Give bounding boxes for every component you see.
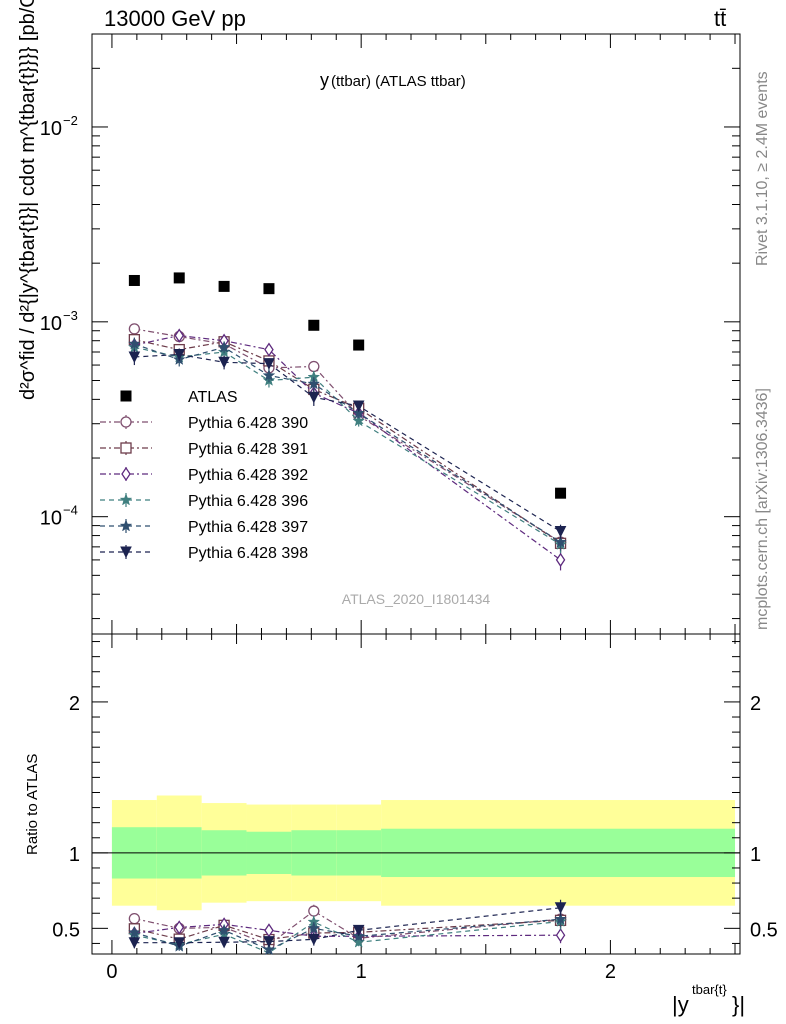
x-tick-label: 1 <box>356 961 367 983</box>
ratio-point <box>308 905 320 917</box>
atlas-data-point <box>218 280 230 292</box>
ratio-point <box>555 928 566 943</box>
series-point <box>352 406 366 419</box>
y-tick-label-main: 10 <box>40 118 62 140</box>
series-point <box>352 414 366 427</box>
main-series <box>128 272 567 571</box>
ratio-point <box>128 925 141 939</box>
y-axis-label-main: d²σ^fid / d²{|y^{tbar{t}}| cdot m^{tbar{… <box>17 0 39 400</box>
legend-label: Pythia 6.428 398 <box>188 545 308 562</box>
legend-marker <box>120 442 132 454</box>
legend-label: Pythia 6.428 392 <box>188 467 308 484</box>
series-point <box>263 358 275 370</box>
legend-marker <box>119 519 133 532</box>
ratio-point <box>352 935 366 948</box>
legend-label: Pythia 6.428 396 <box>188 493 308 510</box>
series-point <box>128 323 141 335</box>
ratio-tick-label-right: 2 <box>750 693 761 715</box>
x-tick-label: 0 <box>106 961 117 983</box>
process-label: tt̄ <box>714 6 727 31</box>
ratio-series-line <box>134 907 561 944</box>
main-panel-frame <box>91 33 741 635</box>
series-point <box>173 348 186 361</box>
series-point <box>554 525 567 538</box>
ratio-tick-label-left: 0.5 <box>52 919 80 941</box>
legend-label-atlas: ATLAS <box>188 389 238 406</box>
legend-label: Pythia 6.428 390 <box>188 415 308 432</box>
legend-marker <box>120 416 132 428</box>
series-point <box>554 535 567 548</box>
ratio-point <box>554 902 567 914</box>
ratio-point <box>174 920 185 935</box>
ratio-point <box>128 912 141 925</box>
series-point <box>264 342 274 357</box>
ratio-point <box>352 924 365 937</box>
series-point <box>218 356 230 369</box>
atlas-data-point <box>173 272 185 284</box>
series-line <box>134 328 561 543</box>
series-point <box>555 552 566 568</box>
series-point <box>174 328 185 343</box>
ratio-point <box>262 943 276 956</box>
y-axis-label-ratio-text: Ratio to ATLAS <box>24 754 41 855</box>
ratio-point <box>554 912 567 925</box>
atlas-data-point <box>128 274 140 286</box>
ratio-tick-label-left: 2 <box>69 693 80 715</box>
legend: ATLAS Pythia 6.428 390 Pythia 6.428 391 Pyt… <box>100 389 308 562</box>
ratio-point <box>173 937 186 949</box>
ratio-point <box>218 936 230 949</box>
ratio-tick-label-right: 0.5 <box>750 919 778 941</box>
ratio-tick-label-left: 1 <box>69 844 80 866</box>
y-axis-label-ratio: Ratio to ATLAS <box>24 754 41 855</box>
y-tick-label-main: 10 <box>40 508 62 530</box>
ratio-point <box>308 933 320 946</box>
legend-marker <box>121 466 131 482</box>
ratio-series-line <box>134 920 561 954</box>
ratio-point <box>217 923 231 936</box>
ratio-point <box>307 921 321 934</box>
legend-label: Pythia 6.428 397 <box>188 519 308 536</box>
energy-label: 13000 GeV pp <box>104 6 246 31</box>
y-tick-label-main: 10 <box>40 313 62 335</box>
series-point <box>128 351 141 364</box>
series-point <box>217 340 231 353</box>
plot-title: (ttbar) (ATLAS ttbar) <box>331 73 466 90</box>
y-tick-label-main-exp: −2 <box>63 113 78 128</box>
x-axis-label-sup: tbar{t} <box>692 982 727 997</box>
legend-label: Pythia 6.428 391 <box>188 441 308 458</box>
plot-title-y: y <box>320 70 329 90</box>
series-point <box>308 360 320 373</box>
x-axis-label-main: |y <box>672 992 689 1017</box>
y-tick-label-main-exp: −3 <box>63 308 78 323</box>
ratio-point <box>128 937 141 949</box>
ratio-series <box>128 899 567 956</box>
x-axis-label: |y tbar{t} }| <box>672 982 745 1017</box>
series-point <box>262 368 276 381</box>
atlas-data-point <box>555 487 567 499</box>
ratio-tick-label-right: 1 <box>750 844 761 866</box>
analysis-label: ATLAS_2020_I1801434 <box>342 591 491 607</box>
series-point <box>352 400 365 413</box>
axis-ticks: 0 1 210−410−310 −20.5 0.51 12 2 <box>40 33 778 983</box>
atlas-data-point <box>353 339 365 351</box>
legend-marker <box>120 546 132 559</box>
ratio-point <box>263 936 275 948</box>
series-point <box>308 391 320 404</box>
x-axis-label-tail: }| <box>732 992 745 1017</box>
series-point <box>128 337 141 350</box>
atlas-data-point <box>263 283 275 295</box>
series-point <box>307 377 321 390</box>
y-tick-label-main-exp: −4 <box>63 503 78 518</box>
legend-marker <box>119 493 133 506</box>
x-tick-label: 2 <box>605 961 616 983</box>
legend-marker-atlas <box>120 390 132 402</box>
ratio-panel-frame <box>91 633 741 955</box>
y-axis-label-main-text: d²σ^fid / d²{|y^{tbar{t}}| cdot m^{tbar{… <box>17 0 39 400</box>
atlas-data-point <box>308 319 320 331</box>
